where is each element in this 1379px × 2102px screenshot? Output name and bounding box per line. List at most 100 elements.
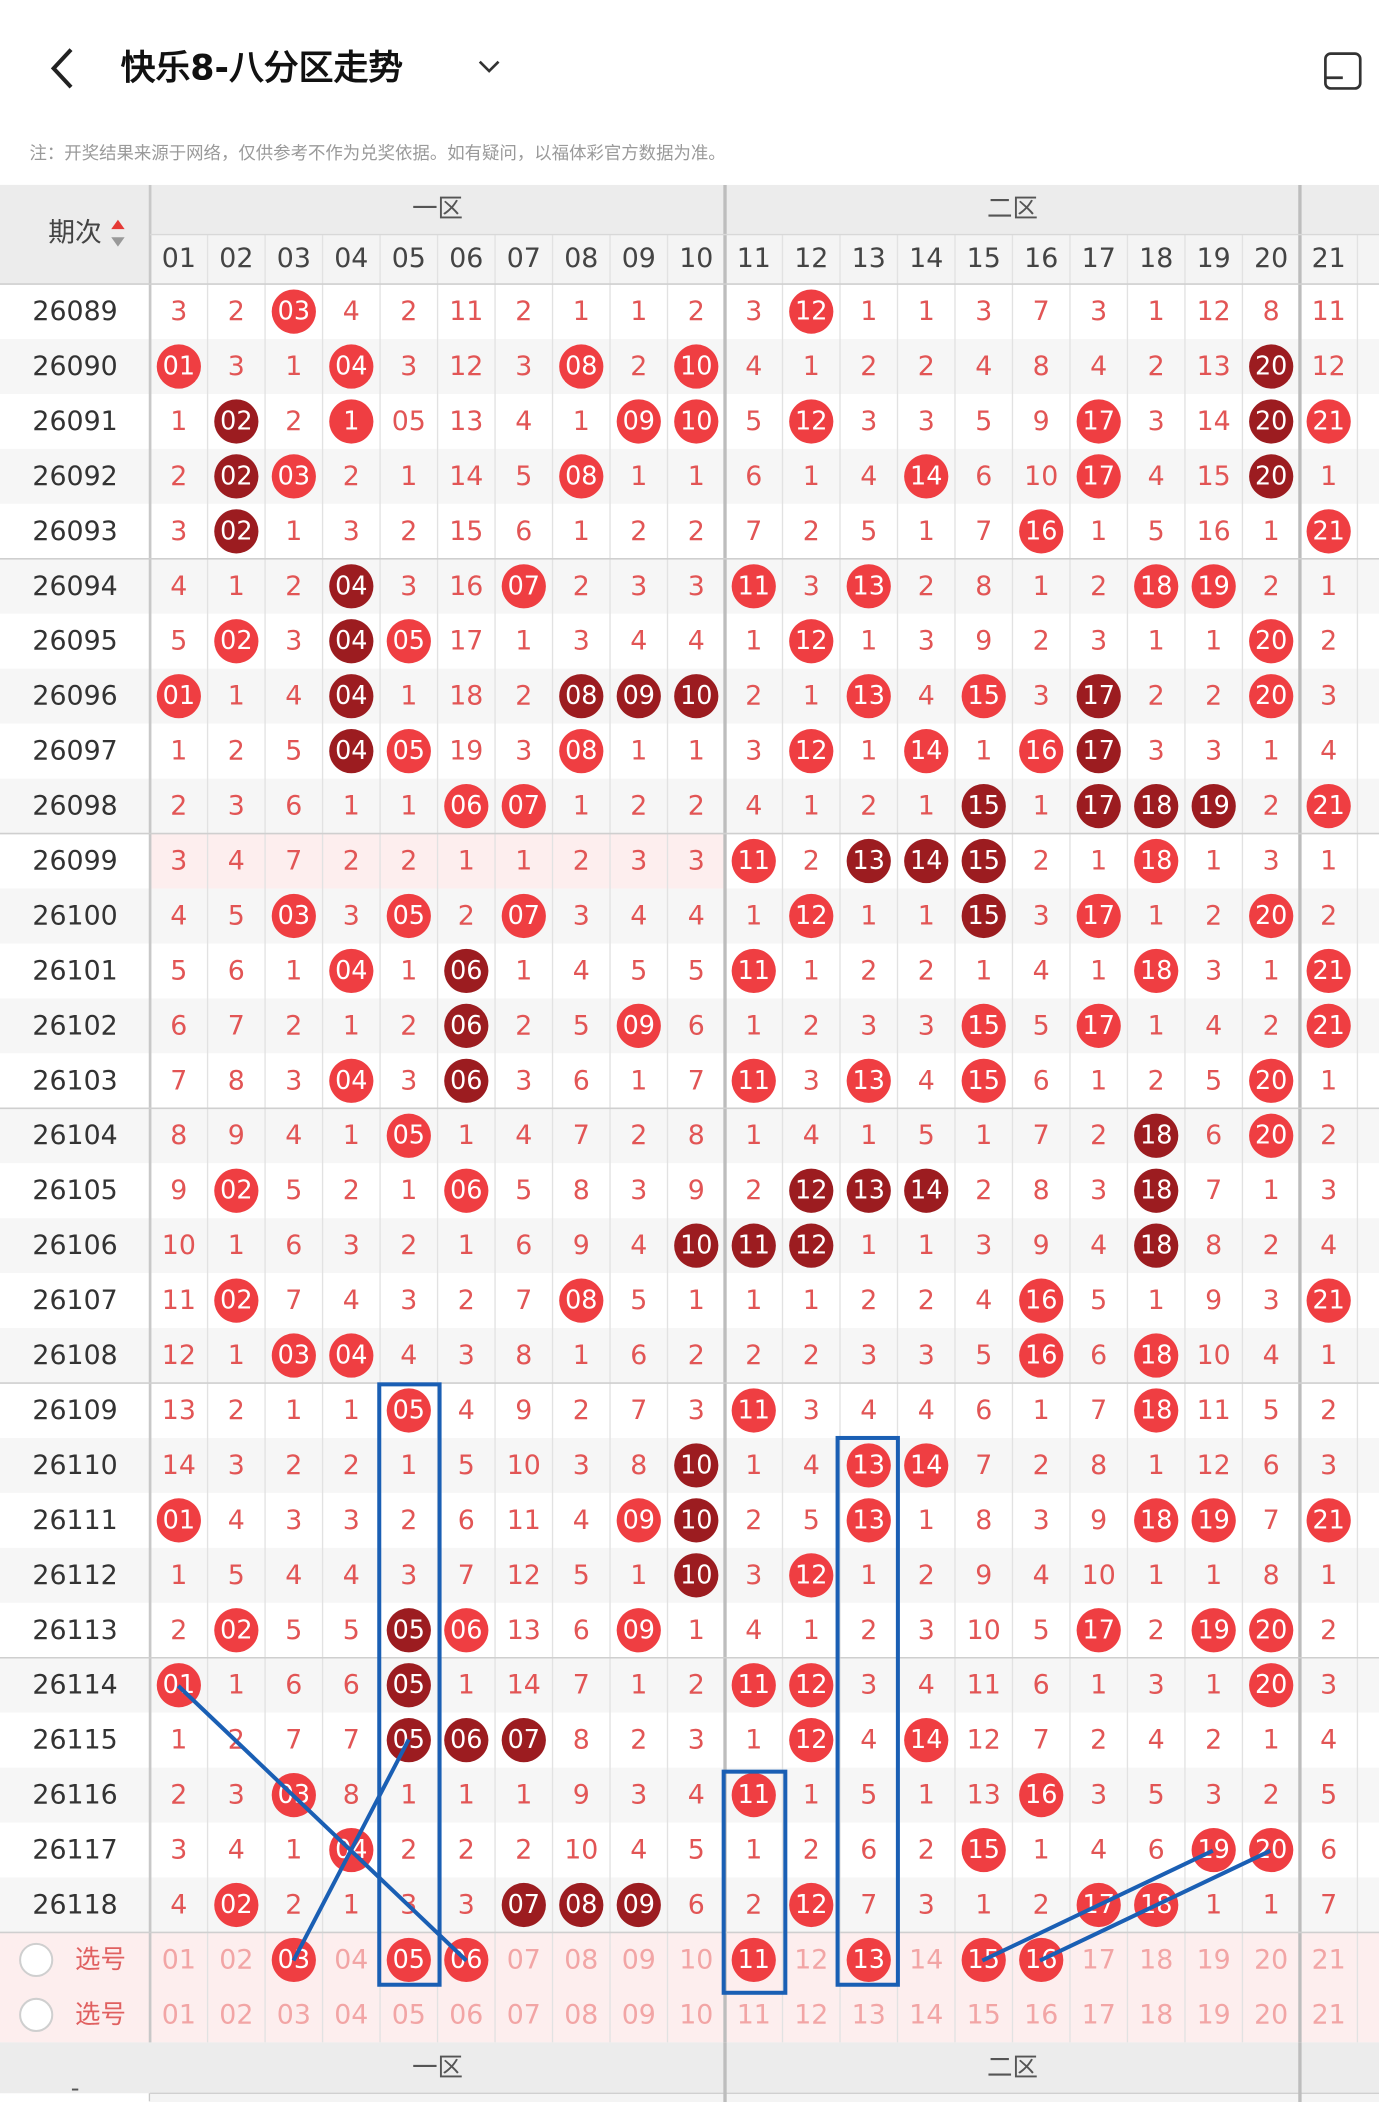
hit-ball [961,1003,1006,1048]
cell-number: 4 [343,1560,360,1591]
cell-number: 12 [162,1340,196,1371]
hit-ball [1134,564,1179,609]
cell-number: 5 [1148,516,1165,547]
cell-number: 1 [1090,1065,1107,1096]
cell-number: 6 [1148,1835,1165,1866]
cell-number: 1 [975,1120,992,1151]
select-label[interactable]: 选号 [75,1945,126,1975]
footer-column-bg [150,2093,1379,2102]
hit-ball [904,729,949,774]
cell-number: 6 [688,1890,705,1921]
cell-number: 3 [170,296,187,327]
cell-number: 3 [630,1175,647,1206]
sort-label[interactable]: 期次 [48,218,102,249]
hit-ball [789,399,834,444]
hit-ball [1191,1608,1236,1653]
cell-number: 1 [1263,1890,1280,1921]
hit-ball [789,1663,834,1708]
mark-line [981,1848,1214,1963]
cell-number: 4 [285,681,302,712]
cell-number: 15 [449,516,483,547]
cell-number: 2 [918,1285,935,1316]
cell-number: 4 [1320,1725,1337,1756]
cell-number: 4 [515,406,532,437]
cell-number: 8 [573,1725,590,1756]
ball-number: 02 [220,461,252,491]
cell-number: 3 [1090,1175,1107,1206]
back-button[interactable] [50,48,73,89]
repeat-ball [1134,783,1179,829]
cell-number: 6 [745,461,762,492]
select-radio[interactable] [19,1997,54,2032]
cell-number: 2 [803,846,820,877]
cell-number: 6 [285,1230,302,1261]
cell-number: 3 [170,846,187,877]
hit-ball [846,1937,891,1983]
cell-number: 14 [909,1999,943,2030]
cell-number: 1 [745,900,762,931]
cell-number: 9 [573,1780,590,1811]
hit-ball [1134,1388,1179,1433]
ball-number: 12 [795,1560,827,1590]
cell-number: 5 [1263,1395,1280,1426]
page-title[interactable]: 快乐8-八分区走势 [121,48,404,88]
cell-number: 3 [1090,296,1107,327]
cell-number: 4 [860,1725,877,1756]
cell-number: 06 [449,1999,483,2030]
cell-number: 1 [400,681,417,712]
cell-number: 1 [860,900,877,931]
cell-number: 1 [1033,1835,1050,1866]
cell-number: 7 [745,516,762,547]
select-radio[interactable] [19,1942,54,1978]
select-label[interactable]: 选号 [75,2000,126,2030]
footer-zone-bg [0,2042,1379,2094]
cell-number: 8 [975,1505,992,1536]
hit-ball [386,1388,431,1433]
dropdown-icon[interactable] [478,60,500,73]
row-bg [0,1657,1379,1713]
cell-number: 2 [170,1780,187,1811]
cell-number: 5 [170,955,187,986]
cell-number: 5 [975,1340,992,1371]
cell-number: 2 [1148,1065,1165,1096]
sort-down[interactable] [111,237,125,247]
cell-number: 2 [745,681,762,712]
hit-ball [846,1443,891,1488]
ball-number: 11 [738,956,770,986]
period: 26102 [32,1010,117,1041]
ball-number: 04 [335,571,367,601]
cell-number: 7 [975,1450,992,1481]
cell-number: 5 [285,1175,302,1206]
ball-number: 16 [1025,516,1057,546]
cell-number: 14 [1197,406,1231,437]
layout-icon[interactable] [1324,52,1362,90]
hit-ball [1306,509,1351,554]
ball-number: 19 [1197,1505,1229,1535]
repeat-ball [1076,674,1121,719]
footer-mark: - [71,2074,80,2102]
cell-number: 21 [1312,1944,1346,1975]
cell-number: 3 [1205,955,1222,986]
ball-number: 13 [853,1505,885,1535]
ball-number: 07 [508,571,540,601]
repeat-ball [674,1553,719,1598]
ball-number: 06 [450,956,482,986]
cell-number: 6 [1033,1065,1050,1096]
cell-number: 17 [449,626,483,657]
period: 26091 [32,406,117,437]
ball-number: 08 [565,681,597,711]
ball-number: 17 [1083,736,1115,766]
cell-number: 8 [1263,296,1280,327]
ball-number: 01 [163,1505,195,1535]
period: 26112 [32,1560,117,1591]
ball-number: 20 [1255,406,1287,436]
cell-number: 3 [745,1560,762,1591]
sort-up[interactable] [111,219,125,230]
hit-ball [1019,1278,1064,1323]
ball-number: 06 [450,1066,482,1096]
hit-ball [156,344,201,389]
ball-number: 15 [968,846,1000,876]
cell-number: 1 [1148,1560,1165,1591]
ball-number: 20 [1255,1670,1287,1700]
hit-ball [1306,1278,1351,1323]
